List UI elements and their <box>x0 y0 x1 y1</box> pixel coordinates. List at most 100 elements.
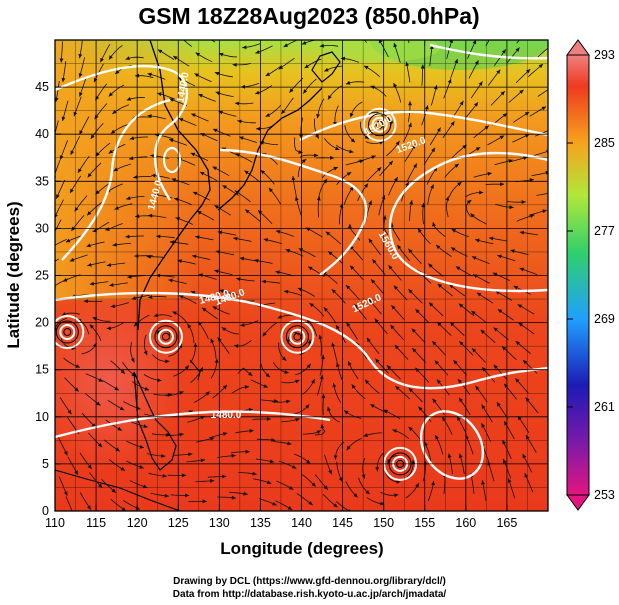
streamline-arrow <box>521 200 526 205</box>
streamline-arrow <box>333 503 338 508</box>
colorbar-ticks: 293 285 277 269 261 253 <box>567 48 615 502</box>
streamline-arrow <box>487 171 492 176</box>
streamline <box>537 89 548 97</box>
x-tick-label: 120 <box>127 516 148 530</box>
streamline-arrow <box>281 356 287 361</box>
streamline-arrow <box>263 238 269 242</box>
streamline-arrow <box>368 200 372 205</box>
streamline-arrow <box>548 44 552 48</box>
streamline-arrow <box>348 361 352 366</box>
streamline-arrow <box>301 40 307 45</box>
streamline-arrow <box>522 360 528 365</box>
streamline-arrow <box>420 64 425 69</box>
streamline-arrow <box>83 299 88 304</box>
streamline-arrow <box>502 439 507 445</box>
streamline-arrow <box>69 257 75 262</box>
streamline-arrow <box>476 292 482 297</box>
streamline-arrow <box>70 150 75 155</box>
streamline-arrow <box>472 40 477 45</box>
colorbar-tick-label: 293 <box>594 48 615 62</box>
streamline-arrow <box>165 359 170 364</box>
streamline-arrow <box>421 203 426 208</box>
streamline-arrow <box>109 283 114 287</box>
streamline-arrow <box>432 398 437 404</box>
streamline-arrow <box>408 426 413 431</box>
streamline-arrow <box>365 490 370 495</box>
streamline-arrow <box>284 289 289 294</box>
streamline-arrow <box>475 385 480 391</box>
streamline-arrow <box>507 478 512 483</box>
streamline-arrow <box>408 388 414 393</box>
streamline-arrow <box>147 72 152 77</box>
streamline-arrow <box>146 254 151 259</box>
x-tick-label: 165 <box>496 516 517 530</box>
colorbar-tick-label: 285 <box>594 136 615 150</box>
streamline-arrow <box>391 305 396 310</box>
x-tick-label: 115 <box>86 516 106 530</box>
streamline-arrow <box>311 482 316 487</box>
streamline-arrow <box>108 92 113 97</box>
streamline-arrow <box>311 379 315 384</box>
streamline-arrow <box>288 485 294 490</box>
streamline-arrow <box>495 290 500 295</box>
streamline-arrow <box>87 464 92 470</box>
streamline-arrow <box>332 382 337 388</box>
streamline <box>535 130 548 137</box>
streamline-arrow <box>492 28 496 32</box>
colorbar: 293 285 277 269 261 253 <box>566 39 615 511</box>
streamline-arrow <box>275 270 280 275</box>
y-axis-label: Latitude (degrees) <box>4 201 23 348</box>
streamline-arrow <box>459 397 463 403</box>
streamline-arrow <box>244 170 249 175</box>
y-tick-label: 25 <box>35 269 49 283</box>
streamline-arrow <box>475 147 481 151</box>
streamline-arrow <box>190 152 196 157</box>
streamline-arrow <box>177 34 181 38</box>
vortex-center <box>280 319 315 354</box>
streamline-arrow <box>415 483 419 488</box>
streamline-arrow <box>484 125 489 130</box>
streamline-arrow <box>470 213 475 218</box>
streamline-arrow <box>79 130 84 135</box>
streamline-arrow <box>347 223 352 229</box>
streamline <box>537 47 548 58</box>
x-tick-label: 110 <box>45 516 65 530</box>
streamline-arrow <box>327 406 331 412</box>
streamline <box>485 40 490 47</box>
streamline-arrow <box>363 65 369 70</box>
streamline-arrow <box>301 159 307 164</box>
streamline-arrow <box>112 242 117 247</box>
streamline-arrow <box>542 209 547 214</box>
streamline-arrow <box>316 196 321 201</box>
streamline-arrow <box>487 461 492 466</box>
streamline-arrow <box>309 303 314 308</box>
streamline-arrow <box>481 480 486 485</box>
streamline-arrow <box>518 322 523 327</box>
streamline-arrow <box>408 289 413 294</box>
streamline-arrow <box>376 167 382 172</box>
streamline-arrow <box>294 196 299 201</box>
y-tick-label: 40 <box>35 127 49 141</box>
streamline-arrow <box>247 371 253 376</box>
streamline-arrow <box>283 43 289 47</box>
credit-drawing: Drawing by DCL (https://www.gfd-dennou.o… <box>173 576 446 587</box>
streamline-arrow <box>164 493 169 498</box>
streamline-arrow <box>174 197 179 202</box>
streamline-arrow <box>188 452 193 457</box>
streamline-arrow <box>371 155 376 160</box>
streamline-arrow <box>450 247 456 252</box>
streamline-arrow <box>478 81 483 86</box>
streamline <box>536 192 548 196</box>
streamline-arrow <box>431 147 436 153</box>
streamline-arrow <box>205 391 210 396</box>
streamline-arrow <box>190 291 196 295</box>
streamline-arrow <box>252 471 257 476</box>
streamline-arrow <box>515 378 520 383</box>
streamline <box>55 120 59 136</box>
x-tick-label: 135 <box>250 516 271 530</box>
streamline-arrow <box>201 307 207 312</box>
streamline-arrow <box>424 105 429 110</box>
credit-data: Data from http://database.rish.kyoto-u.a… <box>172 589 447 600</box>
streamline-arrow <box>231 495 236 500</box>
colorbar-scale <box>566 54 590 496</box>
